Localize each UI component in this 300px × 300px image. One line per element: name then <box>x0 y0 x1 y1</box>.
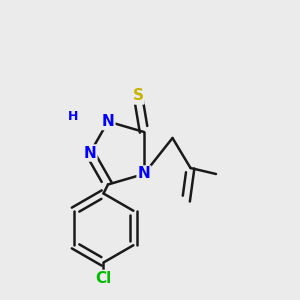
Text: H: H <box>68 110 79 124</box>
Text: N: N <box>138 167 150 182</box>
Text: N: N <box>102 114 114 129</box>
Text: Cl: Cl <box>95 271 112 286</box>
Text: N: N <box>84 146 96 160</box>
Text: S: S <box>133 88 143 104</box>
